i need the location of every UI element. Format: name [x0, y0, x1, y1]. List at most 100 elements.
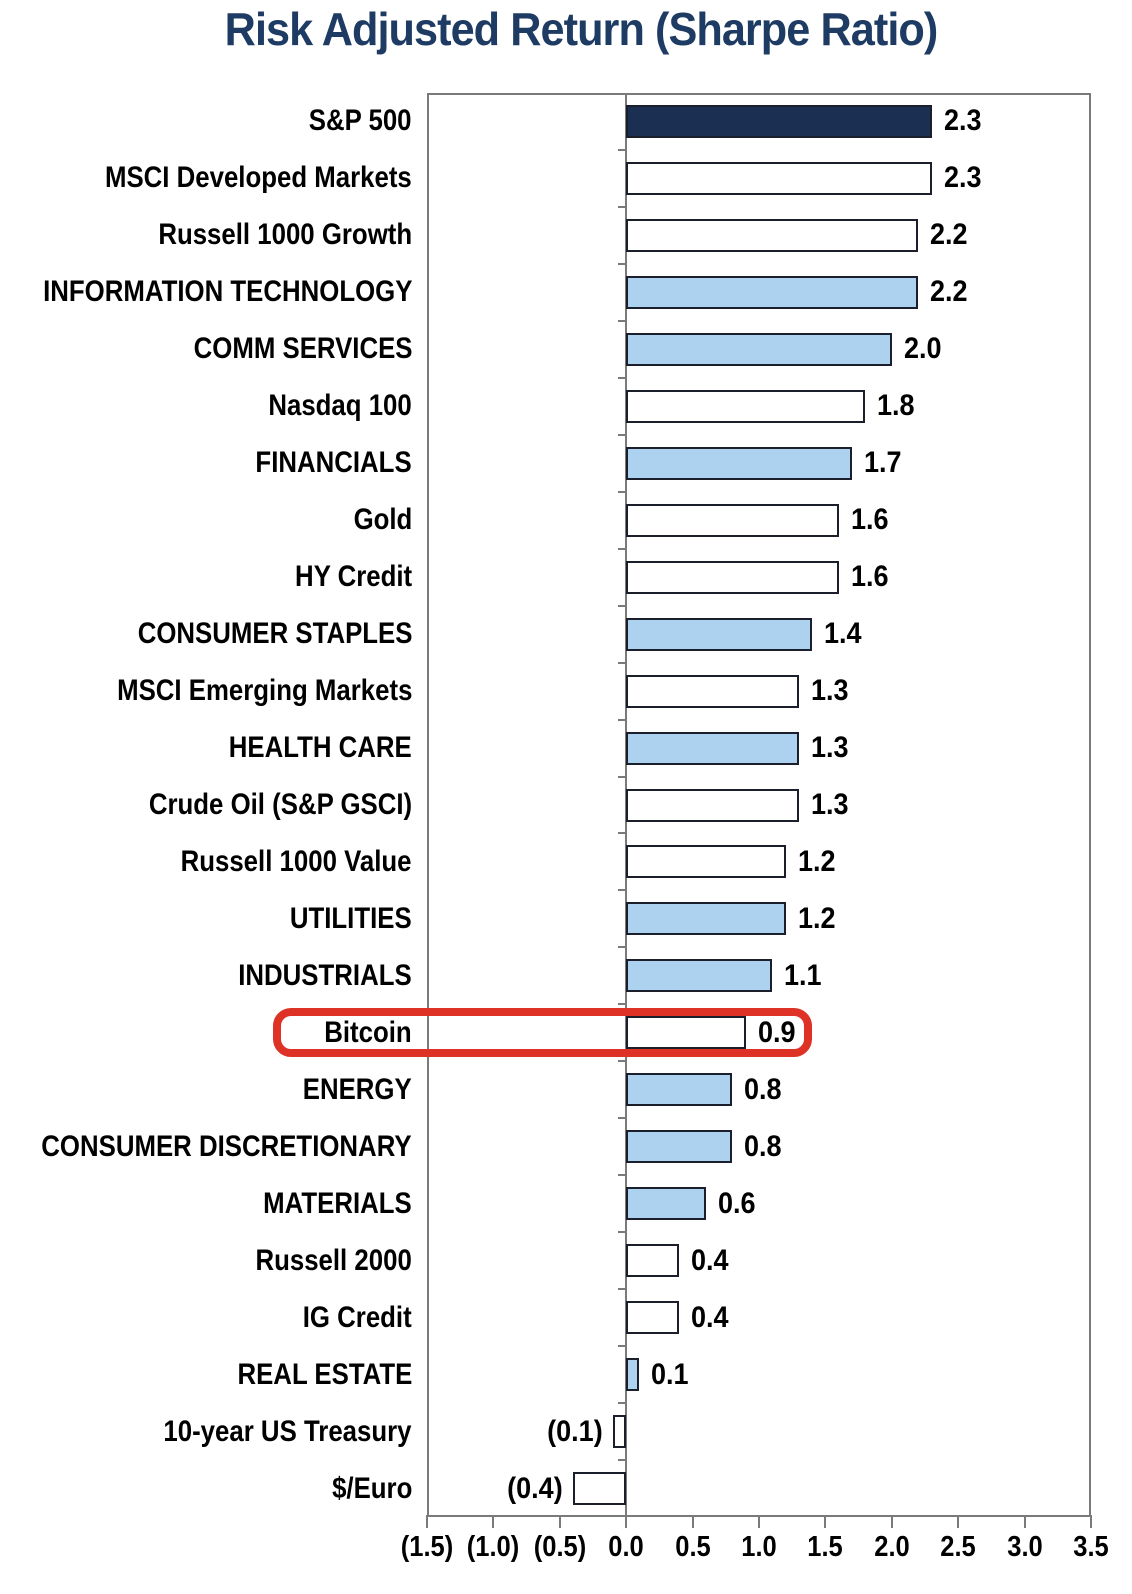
- value-label: 2.0: [903, 332, 942, 366]
- value-label: 1.3: [810, 674, 849, 708]
- category-label: MSCI Developed Markets: [105, 161, 412, 195]
- bar: [612, 1415, 627, 1449]
- category-boundary-tick: [618, 148, 627, 151]
- category-label: HY Credit: [294, 560, 412, 594]
- value-label: 2.2: [930, 218, 968, 252]
- x-axis-tick: [890, 1515, 893, 1528]
- bar: [626, 218, 919, 252]
- category-label: Russell 1000 Growth: [158, 218, 412, 252]
- category-label: CONSUMER STAPLES: [137, 617, 412, 651]
- value-label: 2.2: [930, 275, 968, 309]
- category-label: COMM SERVICES: [193, 332, 412, 366]
- value-label: (0.1): [547, 1414, 603, 1448]
- bar: [626, 332, 892, 366]
- value-label: 2.3: [943, 161, 982, 195]
- category-boundary-tick: [618, 1174, 627, 1177]
- x-axis-tick-label: (1.5): [400, 1531, 454, 1563]
- category-boundary-tick: [618, 1345, 627, 1348]
- category-boundary-tick: [618, 490, 627, 493]
- category-boundary-tick: [618, 661, 627, 664]
- chart-title: Risk Adjusted Return (Sharpe Ratio): [224, 3, 939, 55]
- bar: [626, 845, 786, 879]
- bitcoin-highlight-box: [273, 1008, 812, 1058]
- category-label: HEALTH CARE: [229, 731, 412, 765]
- x-axis-tick: [957, 1515, 960, 1528]
- category-boundary-tick: [618, 319, 627, 322]
- bar: [626, 560, 839, 594]
- category-label: INDUSTRIALS: [238, 958, 412, 992]
- value-label: 1.6: [850, 503, 889, 537]
- category-label: INFORMATION TECHNOLOGY: [42, 275, 412, 309]
- bar: [626, 617, 813, 651]
- value-label: 1.3: [810, 787, 849, 821]
- bar: [626, 902, 786, 936]
- bar: [626, 104, 932, 138]
- bar: [626, 1301, 680, 1335]
- value-label: 1.6: [850, 560, 889, 594]
- x-axis-tick-label: 1.0: [741, 1531, 777, 1563]
- category-label: Nasdaq 100: [268, 389, 412, 423]
- category-label: Bitcoin: [324, 1015, 412, 1049]
- x-axis-tick: [558, 1515, 561, 1528]
- category-boundary-tick: [618, 889, 627, 892]
- bar: [626, 1073, 733, 1107]
- category-boundary-tick: [618, 376, 627, 379]
- bar: [573, 1472, 627, 1506]
- category-boundary-tick: [618, 1288, 627, 1291]
- x-axis-tick-label: 3.5: [1073, 1531, 1109, 1563]
- category-boundary-tick: [618, 433, 627, 436]
- bar: [626, 959, 773, 993]
- value-label: 1.3: [810, 731, 849, 765]
- value-label: 0.6: [717, 1186, 756, 1220]
- value-label: 0.1: [651, 1357, 690, 1391]
- bar: [626, 1358, 640, 1392]
- value-label: 0.8: [744, 1072, 782, 1106]
- value-label: 0.9: [757, 1015, 796, 1049]
- x-axis-tick: [625, 1515, 628, 1528]
- bar: [626, 731, 799, 765]
- category-boundary-tick: [618, 1459, 627, 1462]
- x-axis-tick: [1023, 1515, 1026, 1528]
- x-axis-tick-label: (1.0): [467, 1531, 520, 1563]
- category-label: MATERIALS: [263, 1186, 412, 1220]
- value-label: 1.8: [877, 389, 915, 423]
- x-axis-tick-label: 2.0: [874, 1531, 910, 1563]
- x-axis-tick-label: 0.5: [674, 1531, 711, 1563]
- category-boundary-tick: [618, 832, 627, 835]
- category-boundary-tick: [618, 718, 627, 721]
- category-boundary-tick: [618, 1402, 627, 1405]
- x-axis-tick: [1090, 1515, 1092, 1528]
- category-boundary-tick: [618, 205, 627, 208]
- value-label: 1.2: [797, 901, 836, 935]
- value-label: 0.4: [691, 1300, 729, 1334]
- value-label: 1.2: [797, 844, 836, 878]
- value-label: 0.4: [691, 1243, 729, 1277]
- x-axis-tick: [492, 1515, 495, 1528]
- bar: [626, 275, 919, 309]
- category-label: ENERGY: [303, 1072, 412, 1106]
- value-label: 1.1: [784, 958, 822, 992]
- bar: [626, 1130, 733, 1164]
- bar: [626, 446, 852, 480]
- category-label: Russell 1000 Value: [181, 844, 412, 878]
- x-axis-tick-label: 0.0: [608, 1531, 644, 1563]
- category-label: CONSUMER DISCRETIONARY: [41, 1129, 412, 1163]
- bar: [626, 1016, 746, 1050]
- bar: [626, 161, 932, 195]
- category-boundary-tick: [618, 604, 627, 607]
- value-label: 1.4: [824, 617, 862, 651]
- category-boundary-tick: [618, 1060, 627, 1063]
- value-label: 0.8: [744, 1129, 782, 1163]
- category-boundary-tick: [618, 547, 627, 550]
- bar: [626, 1187, 706, 1221]
- bar: [626, 503, 839, 537]
- category-label: Russell 2000: [255, 1243, 412, 1277]
- category-label: MSCI Emerging Markets: [116, 674, 412, 708]
- x-axis-tick-label: 3.0: [1006, 1531, 1043, 1563]
- category-boundary-tick: [618, 1003, 627, 1006]
- x-axis-tick-label: (0.5): [533, 1531, 587, 1563]
- category-label: Gold: [353, 503, 412, 537]
- category-label: 10-year US Treasury: [163, 1414, 412, 1448]
- category-label: S&P 500: [309, 104, 412, 138]
- bar: [626, 674, 799, 708]
